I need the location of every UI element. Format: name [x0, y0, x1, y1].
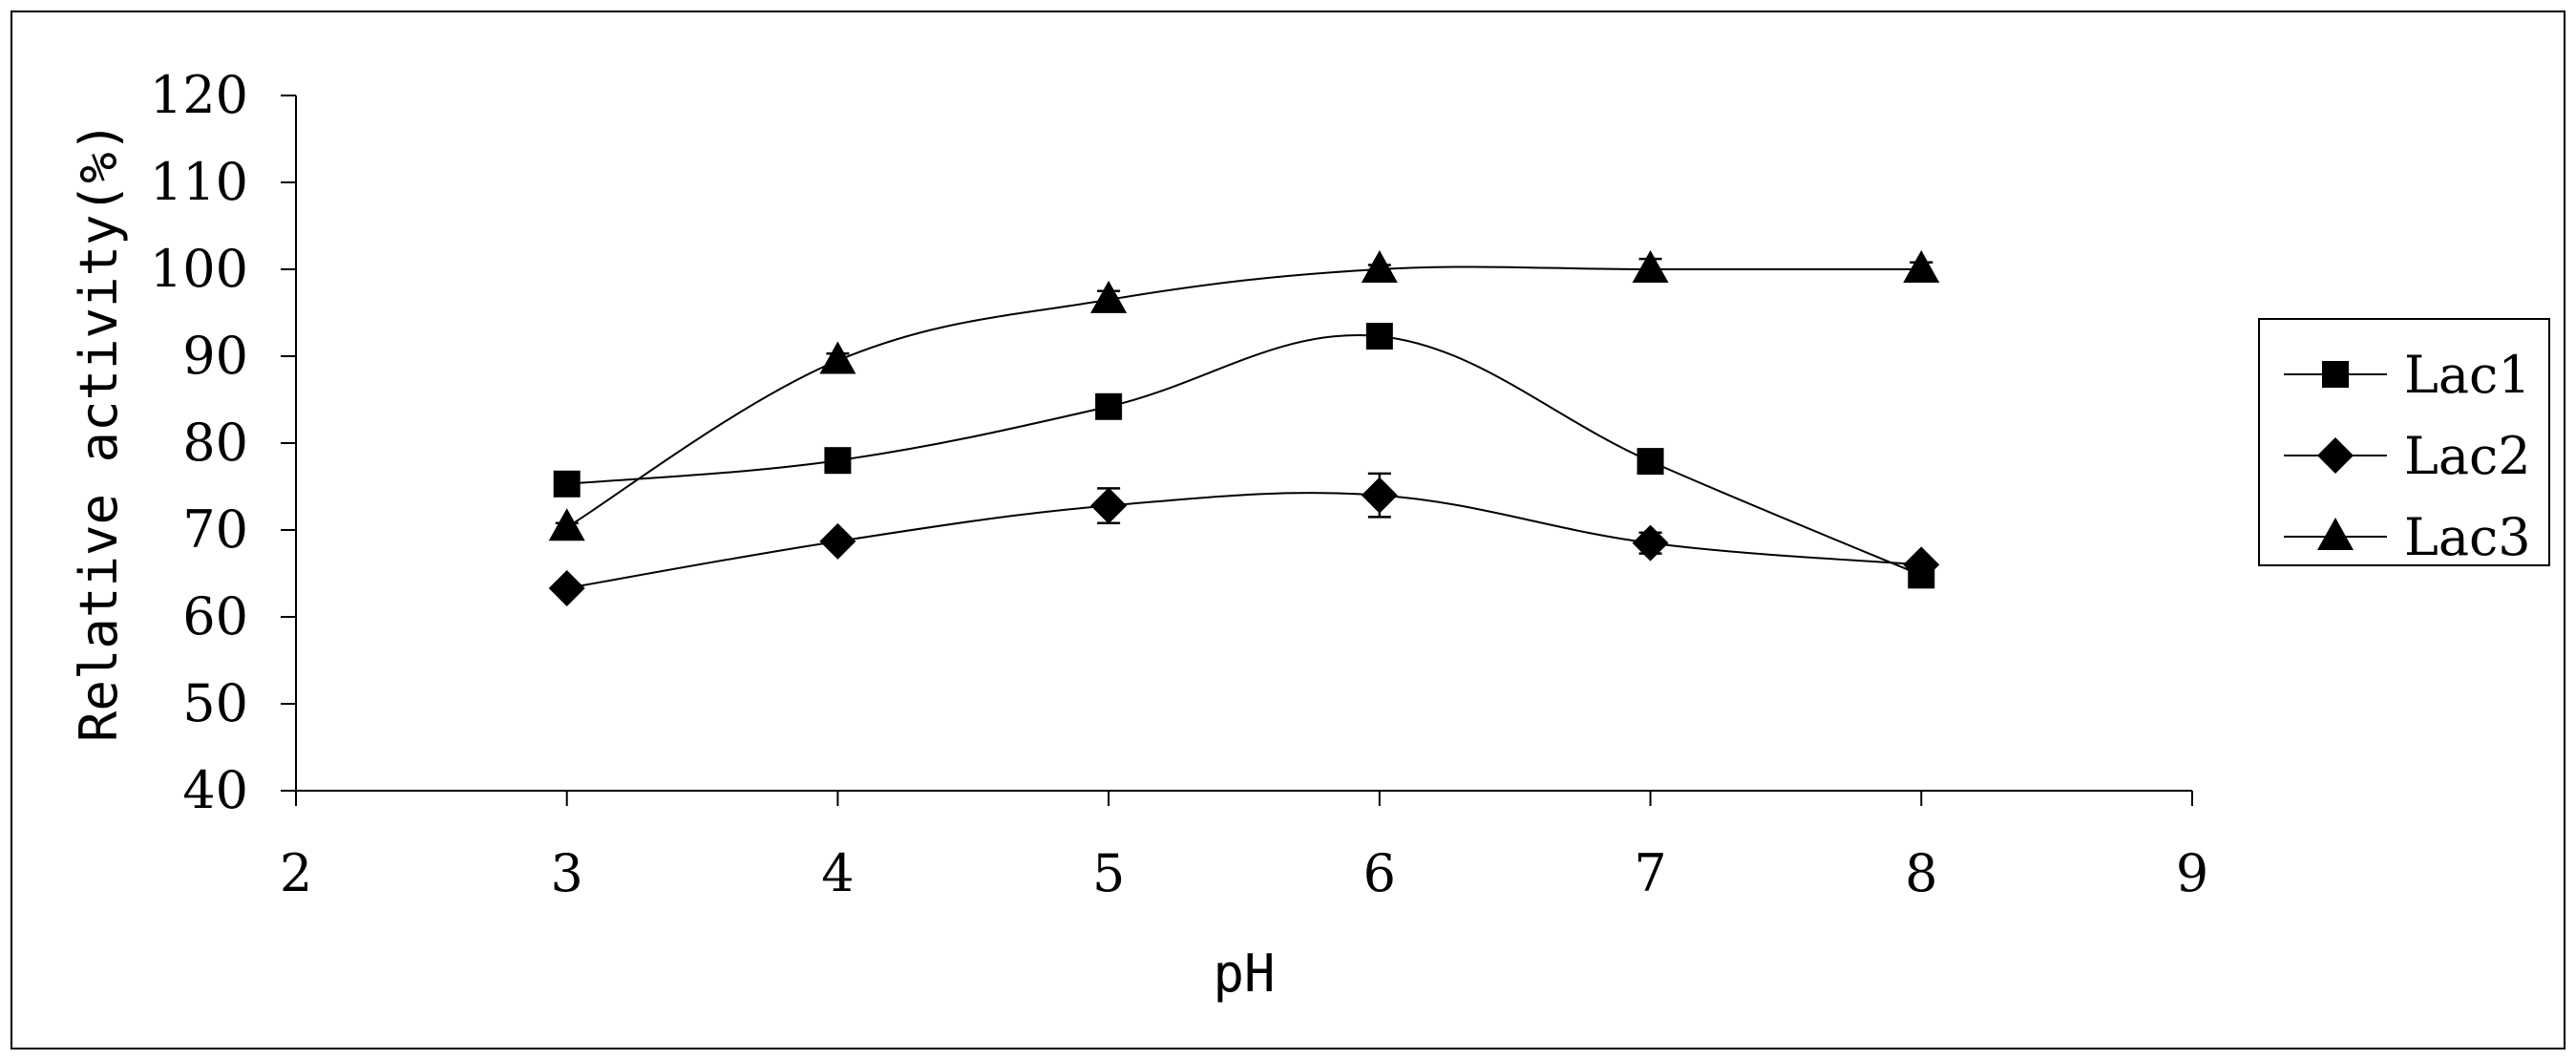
y-tick-label: 60: [182, 586, 248, 647]
series-line: [566, 265, 1922, 529]
legend: Lac1 Lac2 Lac3: [2258, 318, 2550, 567]
legend-box: [2258, 318, 2550, 566]
x-axis-title: pH: [1213, 943, 1275, 1004]
chart-border: [11, 11, 2565, 1049]
data-point-diamond: [1361, 477, 1398, 514]
data-point-diamond: [1090, 487, 1128, 524]
data-point-square: [1095, 392, 1123, 420]
data-point-triangle: [1090, 280, 1128, 313]
y-tick-label: 90: [182, 326, 248, 386]
series-line: [566, 333, 1922, 577]
legend-marker-square: [2322, 361, 2349, 388]
data-point-square: [1365, 323, 1393, 350]
legend-marker-triangle: [2317, 518, 2354, 550]
data-point-triangle: [1903, 250, 1940, 283]
y-tick-label: 80: [182, 413, 248, 473]
legend-label: Lac3: [2404, 507, 2531, 567]
series-lac2: [548, 472, 1940, 606]
legend-label: Lac1: [2404, 345, 2531, 405]
data-point-triangle: [548, 508, 585, 541]
data-point-triangle: [1632, 250, 1669, 283]
y-tick-label: 110: [150, 152, 248, 212]
series-lac3: [548, 250, 1940, 541]
data-point-diamond: [548, 569, 585, 606]
data-point-square: [1636, 448, 1664, 476]
data-point-square: [553, 470, 581, 498]
x-tick-label: 3: [551, 843, 583, 903]
x-tick-label: 7: [1634, 843, 1666, 903]
legend-label: Lac2: [2404, 426, 2531, 486]
data-point-diamond: [819, 522, 856, 560]
x-axis: 2 3 4 5 6 7 8 9: [280, 790, 2208, 903]
y-tick-label: 70: [182, 499, 248, 560]
x-tick-label: 9: [2176, 843, 2208, 903]
data-point-square: [824, 447, 852, 475]
y-tick-label: 50: [182, 673, 248, 733]
data-point-diamond: [1632, 524, 1669, 562]
x-tick-label: 5: [1092, 843, 1125, 903]
y-tick-label: 100: [150, 239, 248, 299]
legend-marker-diamond: [2317, 437, 2354, 474]
x-tick-label: 6: [1363, 843, 1396, 903]
x-tick-label: 4: [821, 843, 854, 903]
y-axis: 40 50 60 70 80 90 100 110 120: [150, 65, 297, 820]
series-layer: [548, 250, 1940, 606]
series-line: [566, 492, 1922, 589]
y-tick-label: 120: [150, 65, 248, 125]
data-point-diamond: [1903, 546, 1940, 583]
data-point-triangle: [1361, 250, 1398, 283]
x-tick-label: 8: [1905, 843, 1937, 903]
data-point-triangle: [819, 341, 856, 374]
x-tick-label: 2: [280, 843, 312, 903]
y-tick-label: 40: [182, 760, 248, 820]
y-axis-title: Relative activity(%): [69, 121, 129, 742]
